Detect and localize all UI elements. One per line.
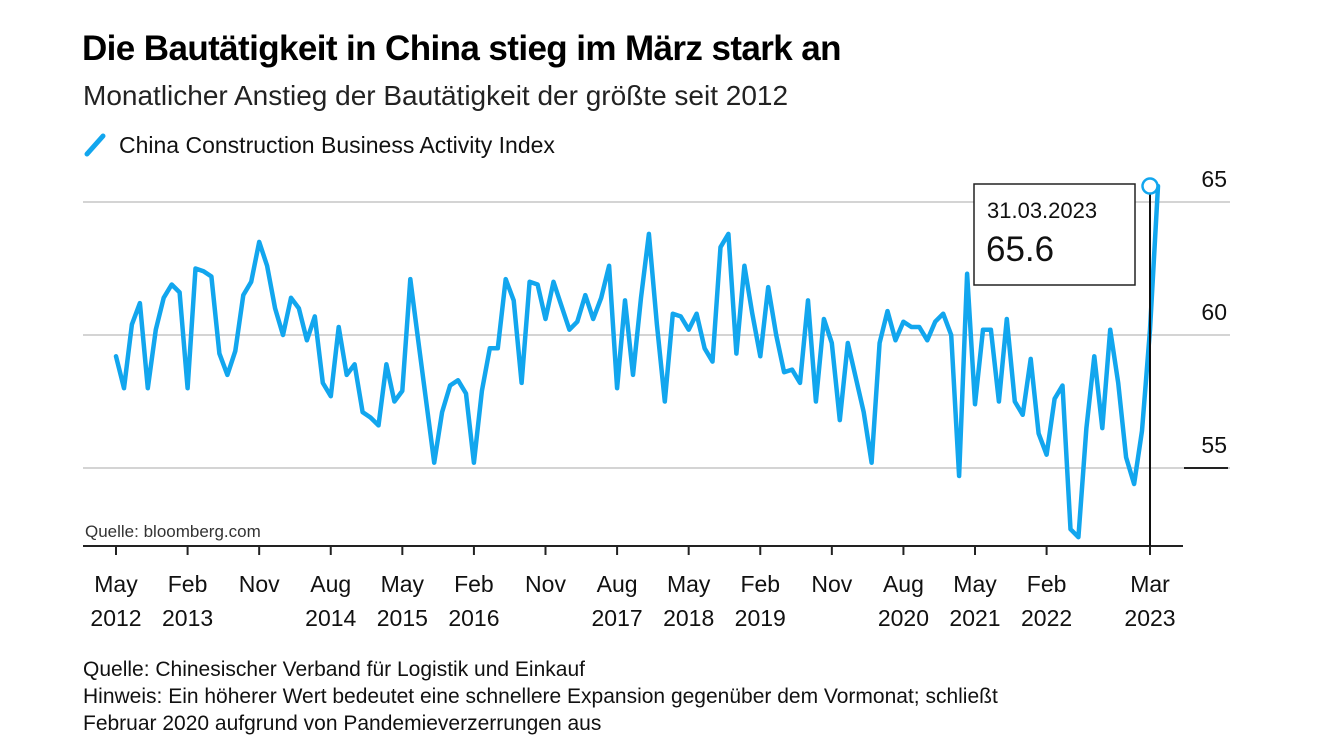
x-tick-label-year: 2018 [663, 605, 714, 631]
x-tick-label-month: Nov [239, 571, 280, 597]
x-tick-label-month: Feb [168, 571, 208, 597]
series-line-0 [113, 183, 1161, 540]
x-tick-label-month: Nov [811, 571, 852, 597]
y-tick-label-55: 55 [1201, 432, 1227, 458]
x-tick-label-month: Aug [883, 571, 924, 597]
x-tick-label-month: Aug [597, 571, 638, 597]
footer-note-line-2: Februar 2020 aufgrund von Pandemieverzer… [83, 712, 602, 735]
annotation-value: 65.6 [986, 230, 1054, 269]
x-tick-label-year: 2014 [305, 605, 356, 631]
y-tick-label-60: 60 [1201, 299, 1227, 325]
x-tick-label-month: May [381, 571, 425, 597]
chart-title: Die Bautätigkeit in China stieg im März … [82, 29, 841, 68]
legend-label: China Construction Business Activity Ind… [119, 131, 555, 158]
legend: China Construction Business Activity Ind… [83, 130, 555, 160]
x-tick-label-year: 2022 [1021, 605, 1072, 631]
x-tick-label-year: 2012 [90, 605, 141, 631]
x-tick-label-month: Aug [310, 571, 351, 597]
annotation-marker [1141, 177, 1159, 195]
x-tick-label-month: Mar [1130, 571, 1170, 597]
x-tick-label-month: May [953, 571, 997, 597]
footer-source: Quelle: Chinesischer Verband für Logisti… [83, 658, 585, 681]
x-tick-label-year: 2017 [592, 605, 643, 631]
annotation-date: 31.03.2023 [987, 198, 1097, 223]
x-tick-label-year: 2020 [878, 605, 929, 631]
x-tick-label-year: 2015 [377, 605, 428, 631]
x-tick-label-year: 2016 [448, 605, 499, 631]
x-tick-label-year: 2021 [949, 605, 1000, 631]
x-tick-label-month: Feb [1027, 571, 1067, 597]
chart-subtitle: Monatlicher Anstieg der Bautätigkeit der… [83, 80, 789, 111]
x-tick-label-year: 2019 [735, 605, 786, 631]
x-tick-label-year: 2013 [162, 605, 213, 631]
y-tick-label-65: 65 [1201, 166, 1227, 192]
x-tick-label-month: Feb [740, 571, 780, 597]
footer-note-line-1: Hinweis: Ein höherer Wert bedeutet eine … [83, 685, 998, 708]
legend-swatch-icon [84, 133, 106, 157]
x-tick-label-year: 2023 [1124, 605, 1175, 631]
source-watermark: Quelle: bloomberg.com [85, 522, 261, 541]
x-tick-label-month: May [667, 571, 711, 597]
footer-notes: Quelle: Chinesischer Verband für Logisti… [83, 656, 998, 737]
x-tick-label-month: Nov [525, 571, 566, 597]
annotation-box [973, 183, 1136, 286]
x-tick-label-month: Feb [454, 571, 494, 597]
x-tick-label-month: May [94, 571, 138, 597]
